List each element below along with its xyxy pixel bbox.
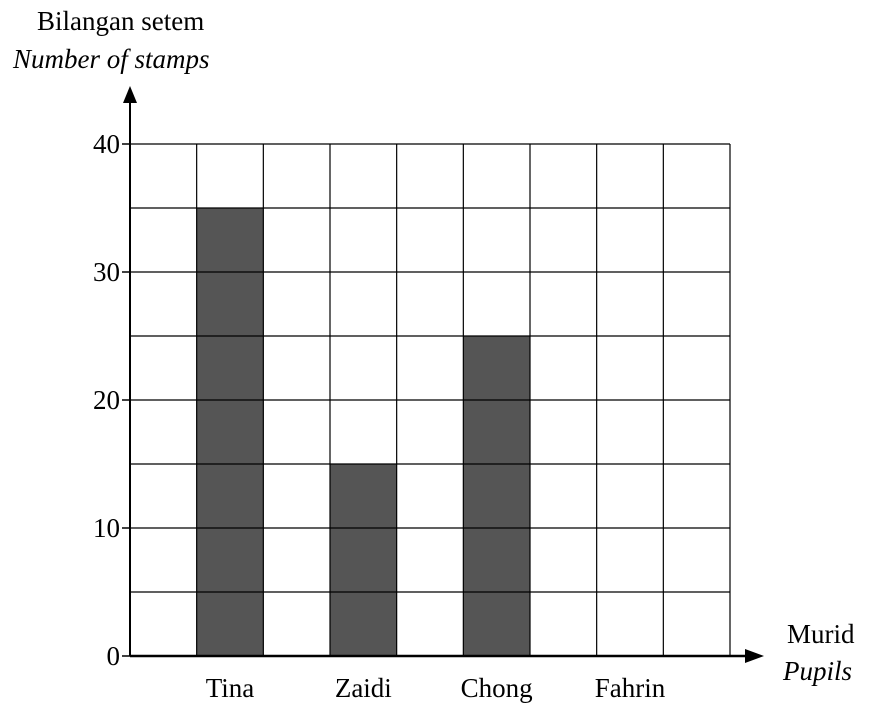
bar-zaidi: [330, 464, 397, 656]
x-tick-label-fahrin: Fahrin: [595, 673, 666, 703]
x-tick-label-zaidi: Zaidi: [335, 673, 392, 703]
x-tick-label-tina: Tina: [206, 673, 255, 703]
y-axis-label-english: Number of stamps: [13, 44, 210, 74]
bar-tina: [196, 208, 264, 656]
x-axis-label: Murid: [787, 619, 855, 649]
y-tick-label-30: 30: [93, 257, 120, 287]
y-tick-label-40: 40: [93, 129, 120, 159]
x-axis-label-english: Pupils: [783, 656, 853, 686]
y-tick-label-20: 20: [93, 385, 120, 415]
x-tick-label-chong: Chong: [461, 673, 533, 703]
y-tick-label-10: 10: [93, 513, 120, 543]
y-axis-arrow: [123, 86, 137, 103]
x-axis-arrow: [745, 649, 764, 663]
y-axis-label: Bilangan setem: [37, 6, 205, 36]
bar-chong: [463, 336, 530, 656]
y-tick-label-0: 0: [107, 641, 121, 671]
